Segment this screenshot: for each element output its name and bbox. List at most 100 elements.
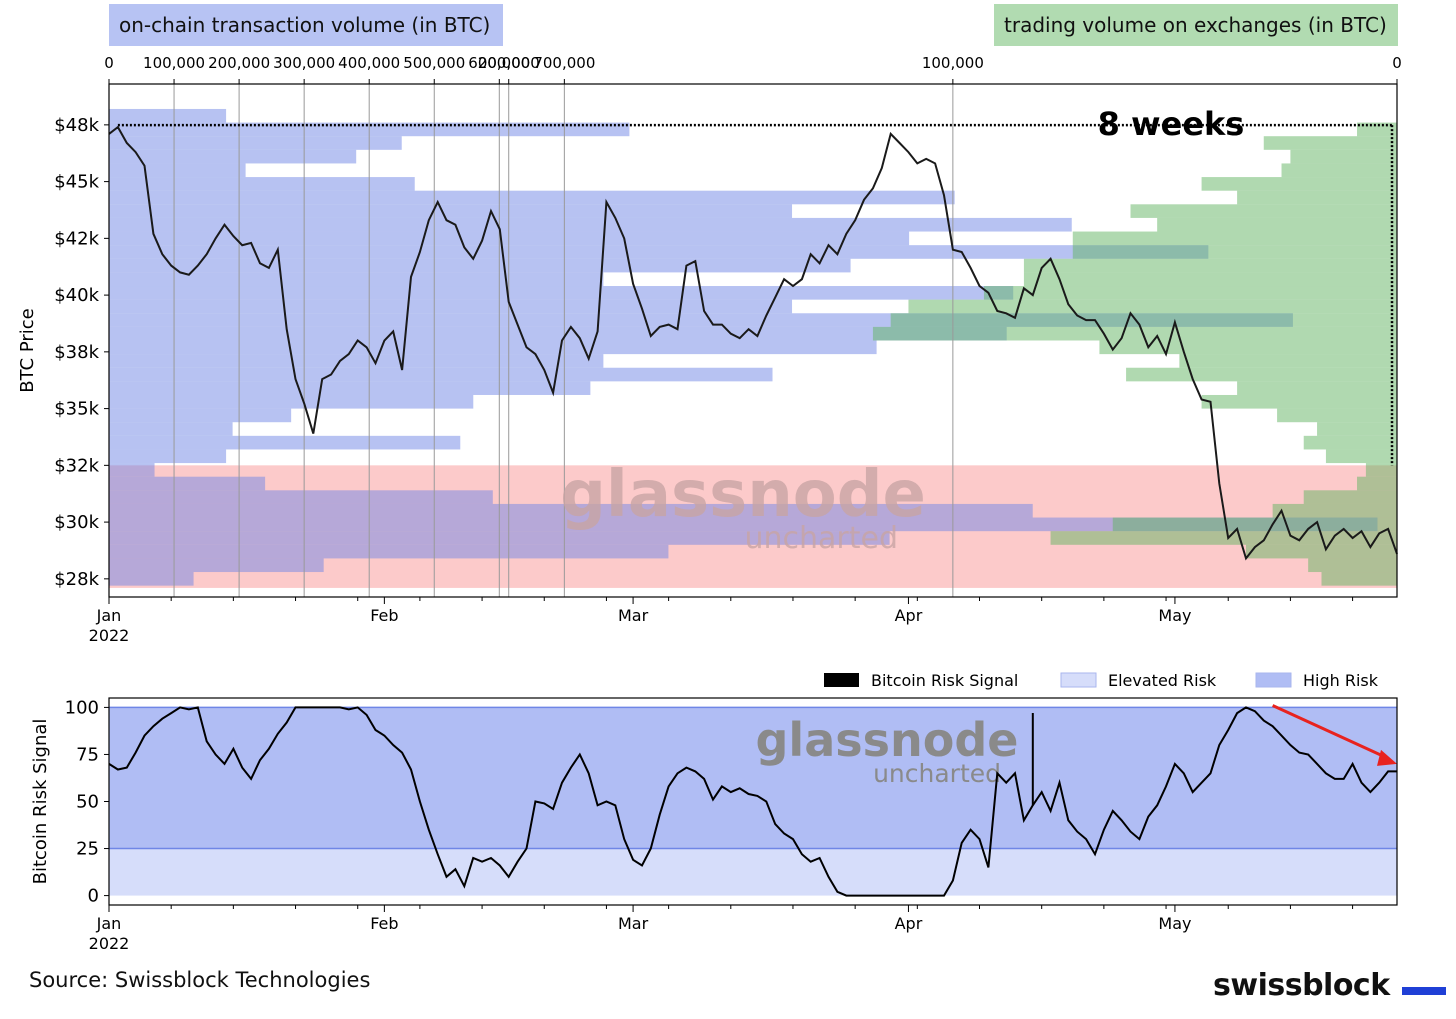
price-tick-label: $48k xyxy=(54,115,99,136)
onchain-volume-bar xyxy=(109,340,877,355)
onchain-volume-bar xyxy=(109,572,194,586)
exchange-volume-bar xyxy=(1126,367,1397,382)
exchange-volume-bar xyxy=(1357,476,1397,491)
price-month-label: Jan xyxy=(96,606,122,625)
watermark-brand-small: glassnode xyxy=(756,713,1019,767)
price-tick-label: $42k xyxy=(54,228,99,249)
onchain-tick-label: 500,000 xyxy=(403,54,465,72)
eight-weeks-label: 8 weeks xyxy=(1098,105,1245,143)
exchange-volume-bar xyxy=(1130,204,1397,218)
exchange-volume-bar xyxy=(890,313,1397,327)
trend-arrow-line xyxy=(1272,704,1388,760)
exchange-volume-bar xyxy=(1245,544,1397,559)
onchain-volume-bar xyxy=(109,517,1378,532)
exchange-volume-bar xyxy=(872,326,1397,341)
onchain-volume-bar xyxy=(109,394,474,409)
legend-swatch xyxy=(1060,672,1097,688)
risk-month-label: Mar xyxy=(618,914,649,933)
exchange-volume-bar xyxy=(1303,490,1397,504)
exchange-volume-bar xyxy=(1072,245,1397,259)
price-month-label: Apr xyxy=(895,606,923,625)
onchain-volume-bar xyxy=(109,204,793,218)
risk-month-label: Apr xyxy=(895,914,923,933)
price-month-label: Mar xyxy=(618,606,649,625)
onchain-tick-label: 400,000 xyxy=(338,54,400,72)
onchain-volume-bar xyxy=(109,490,493,504)
exchange-volume-bar xyxy=(1325,449,1397,464)
exchange-volume-bar xyxy=(1321,572,1397,586)
legend-swatch xyxy=(824,673,859,687)
price-tick-label: $40k xyxy=(54,285,99,306)
risk-year-label: 2022 xyxy=(89,934,130,953)
exchange-volume-bar xyxy=(1072,231,1397,246)
onchain-volume-bar xyxy=(109,463,155,477)
onchain-tick-label: 100,000 xyxy=(143,54,205,72)
legend-label: High Risk xyxy=(1303,671,1379,690)
onchain-volume-bar xyxy=(109,381,591,395)
risk-band-elevated-risk xyxy=(109,848,1397,896)
watermark-sub-small: uncharted xyxy=(873,759,1001,788)
exchange-volume-bar xyxy=(908,299,1397,314)
risk-month-label: Jan xyxy=(96,914,122,933)
legend-label: Bitcoin Risk Signal xyxy=(871,671,1018,690)
exchange-volume-bar xyxy=(1272,503,1397,518)
legend-label: Elevated Risk xyxy=(1108,671,1217,690)
onchain-volume-bar xyxy=(109,286,1014,300)
exchange-volume-bar xyxy=(1263,136,1397,150)
exchange-volume-bar xyxy=(1281,163,1397,178)
exchange-volume-bar xyxy=(1317,422,1397,436)
exchange-volume-bar xyxy=(1201,394,1397,409)
trend-arrow-head xyxy=(1377,749,1397,766)
price-tick-label: $35k xyxy=(54,399,99,420)
exchange-volume-bar xyxy=(1201,177,1397,191)
onchain-volume-bar xyxy=(109,408,292,423)
exchange-volume-bar xyxy=(1308,558,1397,573)
price-tick-label: $38k xyxy=(54,342,99,363)
price-chart: 0 100,000 200,000 300,000 400,000 500,000 600,… xyxy=(17,54,1402,645)
onchain-volume-bar xyxy=(109,245,1209,259)
exchange-volume-label: trading volume on exchanges (in BTC) xyxy=(994,4,1398,46)
exchange-volume-bar xyxy=(1237,381,1397,395)
price-tick-label: $30k xyxy=(54,512,99,533)
exchange-volume-bar xyxy=(1112,517,1397,532)
swissblock-logo: swissblock xyxy=(1213,968,1390,1003)
onchain-volume-bar xyxy=(109,367,773,382)
price-tick-label: $45k xyxy=(54,172,99,193)
onchain-tick-label: 0 xyxy=(104,54,114,72)
onchain-tick-label: 300,000 xyxy=(273,54,335,72)
price-axis-title: BTC Price xyxy=(17,308,38,393)
risk-month-label: May xyxy=(1158,914,1191,933)
onchain-volume-bar xyxy=(109,190,955,205)
onchain-tick-label: 700,000 xyxy=(533,54,595,72)
onchain-volume-bar xyxy=(109,326,1007,341)
onchain-volume-bar xyxy=(109,108,227,123)
exchange-tick-label: 0 xyxy=(1392,54,1402,72)
onchain-volume-bar xyxy=(109,544,669,559)
risk-band-high-risk xyxy=(109,707,1397,849)
exchange-tick-label: 200,000 xyxy=(478,54,540,72)
exchange-volume-bar xyxy=(1303,435,1397,450)
risk-tick-label: 50 xyxy=(76,792,99,813)
risk-tick-label: 75 xyxy=(76,744,99,765)
watermark-brand: glassnode xyxy=(560,458,926,532)
onchain-volume-bar xyxy=(109,272,604,287)
price-tick-label: $32k xyxy=(54,455,99,476)
exchange-volume-bar xyxy=(1237,190,1397,205)
onchain-volume-bar xyxy=(109,558,324,573)
onchain-volume-bar xyxy=(109,163,246,178)
exchange-volume-bar xyxy=(983,286,1397,300)
onchain-volume-label: on-chain transaction volume (in BTC) xyxy=(109,4,503,46)
price-plot-frame xyxy=(108,83,1398,598)
onchain-volume-bar xyxy=(109,136,402,150)
onchain-volume-bar xyxy=(109,435,461,450)
source-note: Source: Swissblock Technologies xyxy=(29,968,371,992)
chart-canvas: 0 100,000 200,000 300,000 400,000 500,000 600,… xyxy=(17,54,1402,953)
risk-tick-label: 100 xyxy=(65,697,99,718)
exchange-volume-bar xyxy=(1050,531,1397,545)
exchange-volume-bar xyxy=(1099,340,1397,355)
onchain-tick-label: 200,000 xyxy=(208,54,270,72)
price-tick-label: $28k xyxy=(54,569,99,590)
onchain-volume-bar xyxy=(109,422,233,436)
onchain-volume-bar xyxy=(109,177,415,191)
